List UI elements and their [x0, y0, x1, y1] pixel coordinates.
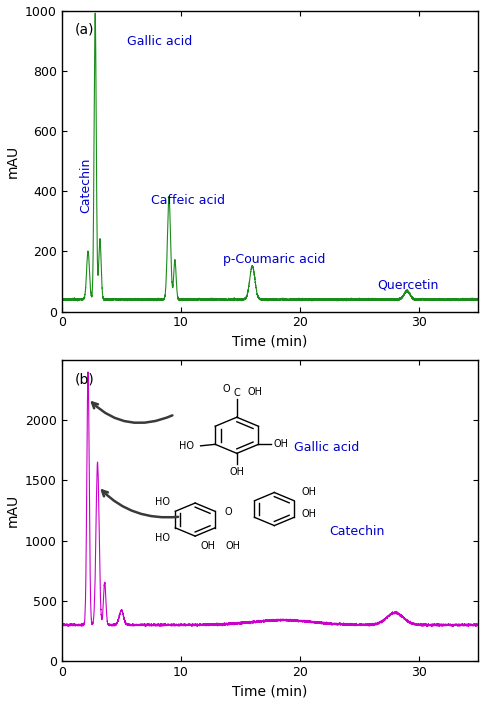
Text: HO: HO	[155, 496, 170, 506]
Text: OH: OH	[247, 386, 262, 396]
Text: Gallic acid: Gallic acid	[294, 441, 359, 453]
Text: O: O	[225, 507, 232, 517]
Text: OH: OH	[302, 508, 317, 519]
Y-axis label: mAU: mAU	[5, 144, 19, 177]
Text: HO: HO	[155, 533, 170, 543]
Text: OH: OH	[225, 541, 240, 551]
Text: OH: OH	[200, 541, 215, 551]
Text: (b): (b)	[75, 372, 94, 386]
Text: Gallic acid: Gallic acid	[127, 34, 193, 48]
Text: OH: OH	[229, 467, 244, 477]
Text: p-Coumaric acid: p-Coumaric acid	[223, 253, 325, 266]
X-axis label: Time (min): Time (min)	[232, 335, 308, 349]
Text: C: C	[233, 388, 240, 398]
Text: OH: OH	[302, 487, 317, 498]
Y-axis label: mAU: mAU	[5, 494, 19, 527]
Text: O: O	[223, 384, 230, 394]
Text: Catechin: Catechin	[79, 158, 92, 213]
Text: HO: HO	[180, 441, 195, 451]
Text: OH: OH	[273, 439, 288, 449]
Text: (a): (a)	[75, 23, 94, 37]
X-axis label: Time (min): Time (min)	[232, 684, 308, 698]
Text: Quercetin: Quercetin	[377, 278, 439, 291]
Text: Catechin: Catechin	[330, 525, 385, 538]
Text: Caffeic acid: Caffeic acid	[151, 194, 225, 207]
